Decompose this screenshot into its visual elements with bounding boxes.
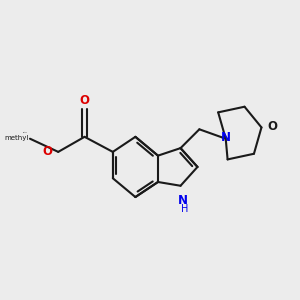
Text: H: H bbox=[182, 204, 189, 214]
Text: N: N bbox=[177, 194, 188, 207]
Text: methyl: methyl bbox=[4, 135, 29, 141]
Text: O: O bbox=[43, 146, 53, 158]
Text: O: O bbox=[80, 94, 90, 107]
Text: methyl: methyl bbox=[23, 131, 28, 133]
Text: O: O bbox=[268, 120, 278, 133]
Text: N: N bbox=[221, 131, 231, 145]
